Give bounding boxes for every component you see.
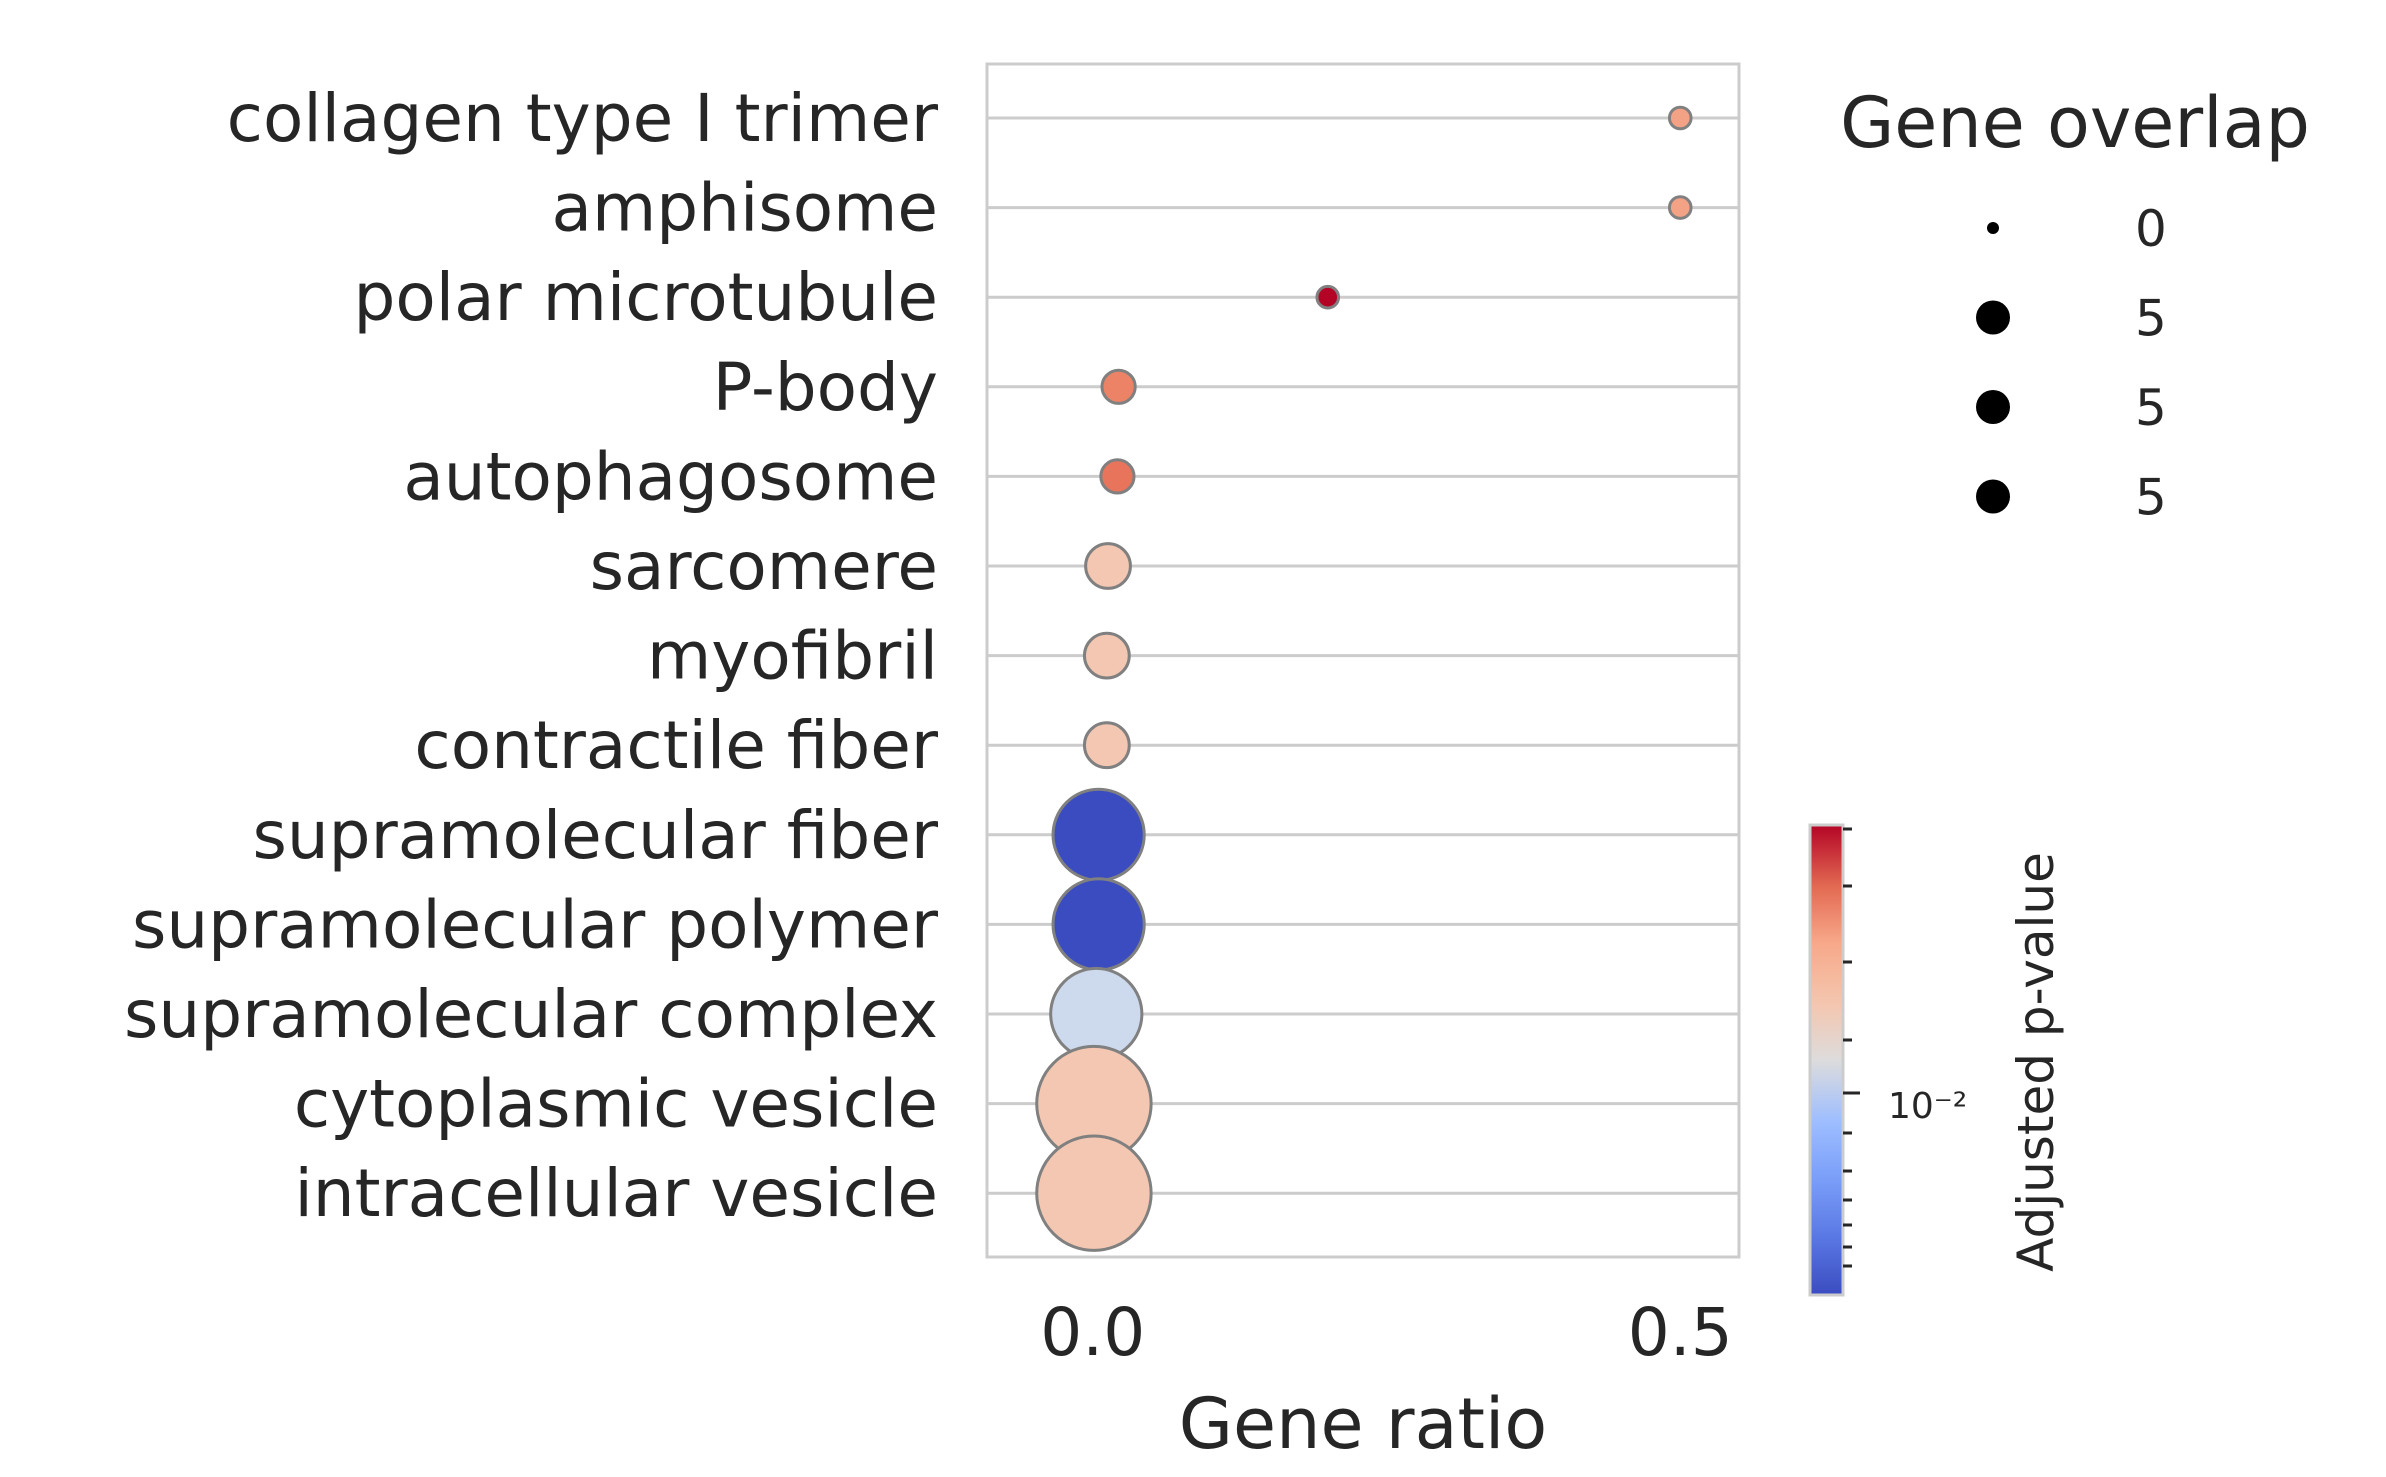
- data-point: [1099, 458, 1136, 495]
- size-legend-title: Gene overlap: [1840, 82, 2310, 164]
- colorbar-gradient: [1808, 823, 1845, 1297]
- colorbar-ticks: [1843, 827, 1860, 1268]
- colorbar: 10⁻² Adjusted p-value: [1808, 823, 2065, 1297]
- data-point: [1315, 284, 1341, 310]
- category-label: autophagosome: [403, 438, 938, 515]
- size-legend-marker: [1987, 222, 1999, 234]
- category-label: polar microtubule: [353, 259, 938, 336]
- category-label: supramolecular polymer: [132, 886, 939, 963]
- size-legend: 0 5 5 5: [1976, 200, 2167, 527]
- category-label: collagen type I trimer: [227, 80, 939, 157]
- colorbar-tick-label: 10⁻²: [1888, 1086, 1967, 1127]
- size-legend-marker: [1976, 300, 2010, 335]
- category-label: supramolecular complex: [124, 976, 938, 1053]
- category-label: cytoplasmic vesicle: [294, 1066, 938, 1143]
- data-point: [1082, 631, 1131, 680]
- x-tick-label: 0.0: [1040, 1294, 1145, 1371]
- x-axis-ticks: 0.0 0.5: [1040, 1294, 1732, 1371]
- size-legend-label: 5: [2135, 469, 2167, 527]
- category-label: sarcomere: [590, 528, 938, 605]
- category-label: contractile fiber: [414, 707, 938, 784]
- data-point: [1667, 105, 1693, 131]
- category-label: P-body: [713, 349, 938, 426]
- data-point: [1667, 195, 1693, 220]
- category-label: myofibril: [647, 618, 938, 695]
- size-legend-marker: [1976, 390, 2010, 424]
- size-legend-marker: [1976, 479, 2010, 514]
- size-legend-label: 0: [2135, 200, 2167, 258]
- category-labels: collagen type I trimer amphisome polar mic…: [124, 80, 939, 1232]
- data-point: [1051, 877, 1146, 972]
- size-legend-label: 5: [2135, 379, 2167, 437]
- data-point: [1035, 1134, 1153, 1252]
- size-legend-label: 5: [2135, 290, 2167, 348]
- data-point: [1051, 787, 1146, 882]
- category-label: amphisome: [552, 170, 938, 247]
- data-point: [1084, 542, 1132, 590]
- x-axis-title: Gene ratio: [1179, 1383, 1547, 1465]
- data-point: [1100, 368, 1137, 405]
- data-points: [1035, 105, 1693, 1252]
- x-tick-label: 0.5: [1628, 1294, 1733, 1371]
- data-point: [1082, 721, 1131, 770]
- category-label: intracellular vesicle: [294, 1155, 938, 1232]
- colorbar-title: Adjusted p-value: [2007, 852, 2065, 1272]
- category-label: supramolecular fiber: [252, 797, 938, 874]
